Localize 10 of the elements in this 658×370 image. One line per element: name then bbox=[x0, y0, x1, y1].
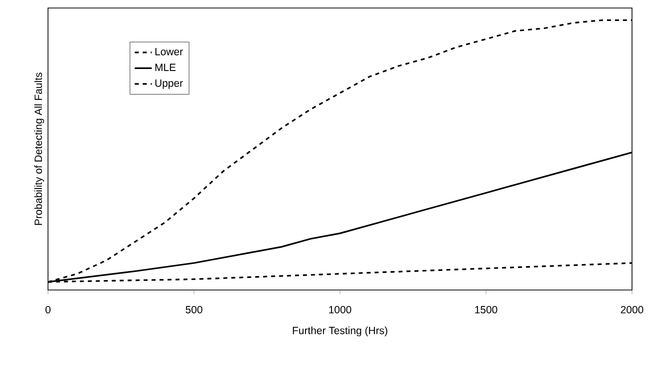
legend-label: Lower bbox=[155, 48, 183, 56]
x-tick-label: 0 bbox=[46, 306, 51, 314]
x-axis-title: Further Testing (Hrs) bbox=[292, 326, 388, 336]
x-tick-label: 1000 bbox=[329, 306, 352, 314]
legend-label: Upper bbox=[155, 80, 183, 89]
x-tick-label: 2000 bbox=[620, 306, 644, 314]
y-axis-title: Probability of Detecting All Faults bbox=[34, 72, 44, 225]
legend-label: MLE bbox=[155, 64, 176, 71]
x-tick-label: 1500 bbox=[475, 306, 498, 314]
x-tick-label: 500 bbox=[186, 306, 202, 314]
